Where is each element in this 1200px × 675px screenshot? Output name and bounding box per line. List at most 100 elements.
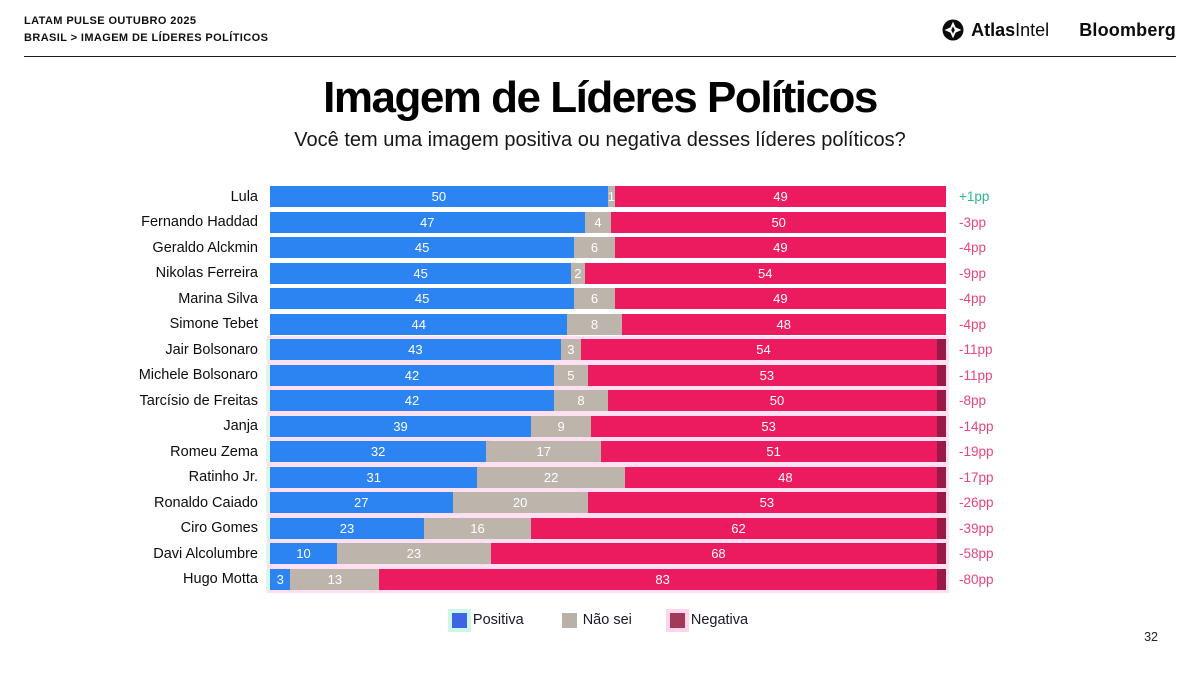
bar-track: 43 3 54 [270,339,947,360]
report-kicker: LATAM PULSE OUTUBRO 2025 BRASIL > IMAGEM… [24,13,268,46]
bar-segment-neutral: 2 [571,262,585,284]
delta-label: -14pp [959,418,994,434]
delta-label: -17pp [959,469,994,485]
value-positive: 50 [431,189,447,204]
leader-name: Fernando Haddad [141,214,258,230]
bar-track: 39 9 53 [270,415,946,437]
kicker-line1: LATAM PULSE OUTUBRO 2025 [24,15,197,27]
bar-segment-positive: 39 [270,415,532,437]
chart-row: Hugo Motta 3 13 83 -80pp [15,568,1115,590]
value-negative: 83 [655,571,670,587]
bar-track: 31 22 48 [270,466,947,488]
bar-segment-positive: 45 [270,262,572,284]
value-negative: 53 [761,418,776,434]
value-positive: 27 [354,495,369,510]
bar-segment-positive: 45 [270,237,575,258]
leader-name: Tarcísio de Freitas [139,392,258,409]
bar-segment-negative: 54 [580,339,947,360]
leader-name: Jair Bolsonaro [165,341,258,358]
bar-segment-negative: 50 [608,390,946,411]
bar-segment-positive: 42 [270,364,554,386]
leader-name: Davi Alcolumbre [153,545,258,562]
delta-label: -4pp [959,316,987,332]
bar-track: 45 6 49 [270,237,946,258]
bar-segment-neutral: 6 [574,288,615,309]
value-negative: 49 [773,189,788,204]
value-neutral: 8 [590,316,599,332]
leader-name: Marina Silva [178,290,258,307]
leader-name: Michele Bolsonaro [138,367,258,383]
value-neutral: 16 [470,520,485,536]
value-negative: 49 [773,291,788,306]
chart-row: Nikolas Ferreira 45 2 54 -9pp [15,262,1115,284]
value-neutral: 8 [577,393,585,408]
bar-track: 50 1 49 [270,186,946,207]
value-positive: 3 [276,571,284,587]
value-negative: 53 [759,367,775,383]
value-neutral: 20 [512,495,528,510]
bar-segment-positive: 45 [270,288,575,309]
bar-track: 3 13 83 [270,568,946,590]
bar-segment-negative: 48 [621,313,946,335]
chart-row: Tarcísio de Freitas 42 8 50 -8pp [15,390,1115,411]
value-positive: 45 [413,265,428,281]
bloomberg-wordmark: Bloomberg [1079,19,1176,40]
legend-item-negativa: Negativa [669,612,749,628]
bar-track: 10 23 68 [270,543,947,564]
bar-segment-positive: 3 [270,568,291,590]
page-title: Imagem de Líderes Políticos [323,73,878,122]
bar-segment-positive: 10 [270,543,337,564]
value-negative: 50 [769,393,785,408]
bar-segment-negative: 83 [379,568,946,590]
value-negative: 54 [756,342,771,357]
bar-segment-negative: 48 [624,466,947,488]
delta-label: -19pp [959,444,994,459]
breadcrumb: BRASIL > IMAGEM DE LÍDERES POLÍTICOS [24,31,269,44]
bar-segment-positive: 42 [270,390,554,411]
stacked-bar-chart: Lula 50 1 49 +1pp Fernando Haddad 47 4 5… [15,186,1115,594]
bar-segment-neutral: 3 [560,339,581,360]
value-positive: 10 [296,546,311,561]
bar-segment-negative: 53 [587,364,947,386]
bar-segment-neutral: 5 [553,364,588,386]
bar-track: 23 16 62 [270,517,946,539]
bar-track: 42 8 50 [270,390,946,411]
value-neutral: 1 [607,189,615,204]
atlasintel-logo-icon [942,19,964,41]
value-positive: 42 [404,393,420,408]
value-negative: 49 [773,240,788,255]
value-positive: 32 [370,444,386,459]
value-negative: 54 [758,265,773,281]
page-subtitle: Você tem uma imagem positiva ou negativa… [294,129,906,151]
value-neutral: 4 [594,214,602,230]
legend-label: Negativa [690,612,749,628]
value-positive: 45 [414,240,430,255]
value-negative: 48 [778,469,793,485]
bar-track: 42 5 53 [270,364,947,386]
bar-segment-neutral: 16 [423,517,532,539]
bar-segment-positive: 31 [270,466,478,488]
value-positive: 47 [420,214,435,230]
value-neutral: 13 [327,571,343,587]
atlasintel-logo: AtlasIntel [942,19,1049,41]
value-neutral: 6 [590,240,599,255]
delta-label: -58pp [959,546,994,561]
legend-item-não-sei: Não sei [561,612,632,628]
value-positive: 31 [366,469,381,485]
value-neutral: 22 [543,469,559,485]
bar-segment-negative: 50 [611,211,946,233]
atlasintel-wordmark: AtlasIntel [971,19,1050,40]
bar-segment-neutral: 9 [531,415,592,437]
bar-segment-neutral: 23 [336,543,491,564]
legend-swatch [561,612,577,628]
legend: Positiva Não sei Negativa [0,612,1200,628]
delta-label: -80pp [959,571,994,587]
bar-segment-negative: 62 [531,517,946,539]
bar-segment-positive: 27 [270,492,453,513]
bar-segment-neutral: 22 [477,466,625,488]
chart-row: Ciro Gomes 23 16 62 -39pp [15,517,1115,539]
chart-row: Fernando Haddad 47 4 50 -3pp [15,211,1115,233]
leader-name: Romeu Zema [170,443,258,460]
value-negative: 68 [711,546,726,561]
legend-label: Positiva [472,612,524,628]
